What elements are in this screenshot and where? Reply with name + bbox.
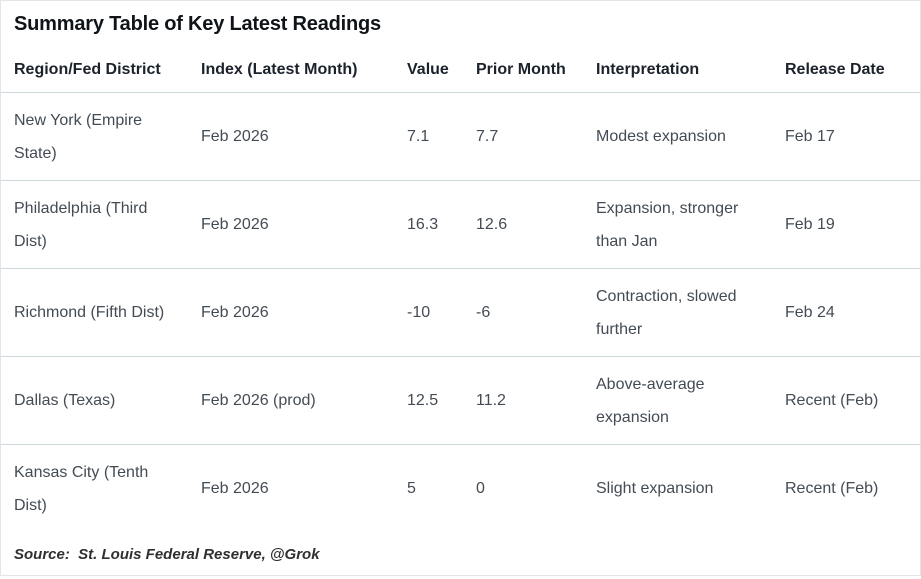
table-row: Dallas (Texas) Feb 2026 (prod) 12.5 11.2…: [1, 356, 921, 445]
table-header: Region/Fed District Index (Latest Month)…: [1, 48, 921, 93]
column-header-index-month: Index (Latest Month): [201, 48, 407, 93]
table-body: New York (Empire State) Feb 2026 7.1 7.7…: [1, 92, 921, 533]
cell-index-month: Feb 2026: [201, 92, 407, 181]
cell-interpretation: Contraction, slowed further: [596, 268, 785, 357]
cell-interpretation: Modest expansion: [596, 92, 785, 181]
cell-value: 12.5: [407, 356, 476, 445]
cell-region: Dallas (Texas): [1, 356, 201, 445]
table-row: Kansas City (Tenth Dist) Feb 2026 5 0 Sl…: [1, 445, 921, 533]
cell-release-date: Feb 17: [785, 92, 921, 181]
cell-index-month: Feb 2026: [201, 180, 407, 269]
table-row: Richmond (Fifth Dist) Feb 2026 -10 -6 Co…: [1, 268, 921, 357]
cell-value: 5: [407, 480, 416, 497]
cell-release-date: Feb 19: [785, 180, 921, 269]
cell-value: 16.3: [407, 180, 476, 269]
column-header-prior-month: Prior Month: [476, 48, 596, 93]
cell-prior-month: 7.7: [476, 92, 596, 181]
cell-index-month: Feb 2026: [201, 480, 269, 497]
cell-interpretation: Above-average expansion: [596, 356, 785, 445]
cell-region: Richmond (Fifth Dist): [1, 268, 201, 357]
column-header-region: Region/Fed District: [1, 48, 201, 93]
column-header-release-date: Release Date: [785, 48, 921, 93]
cell-release-date: Recent (Feb): [785, 480, 879, 497]
cell-region: New York (Empire State): [1, 92, 201, 181]
table-row: New York (Empire State) Feb 2026 7.1 7.7…: [1, 92, 921, 181]
cell-prior-month: 0: [476, 480, 485, 497]
cell-interpretation: Expansion, stronger than Jan: [596, 180, 785, 269]
cell-release-date: Recent (Feb): [785, 356, 921, 445]
cell-value: 7.1: [407, 92, 476, 181]
cell-prior-month: 12.6: [476, 180, 596, 269]
cell-prior-month: 11.2: [476, 356, 596, 445]
readings-table: Region/Fed District Index (Latest Month)…: [1, 48, 921, 532]
cell-value: -10: [407, 268, 476, 357]
source-note: Source: St. Louis Federal Reserve, @Grok: [14, 546, 320, 563]
cell-interpretation: Slight expansion: [596, 480, 714, 497]
column-header-interpretation: Interpretation: [596, 48, 785, 93]
cell-index-month: Feb 2026: [201, 268, 407, 357]
page-title: Summary Table of Key Latest Readings: [14, 13, 381, 35]
column-header-value: Value: [407, 48, 476, 93]
cell-region: Kansas City (Tenth Dist): [14, 463, 149, 514]
cell-prior-month: -6: [476, 268, 596, 357]
table-row: Philadelphia (Third Dist) Feb 2026 16.3 …: [1, 180, 921, 269]
cell-release-date: Feb 24: [785, 268, 921, 357]
cell-index-month: Feb 2026 (prod): [201, 356, 407, 445]
header-row: Region/Fed District Index (Latest Month)…: [1, 48, 921, 93]
cell-region: Philadelphia (Third Dist): [1, 180, 201, 269]
